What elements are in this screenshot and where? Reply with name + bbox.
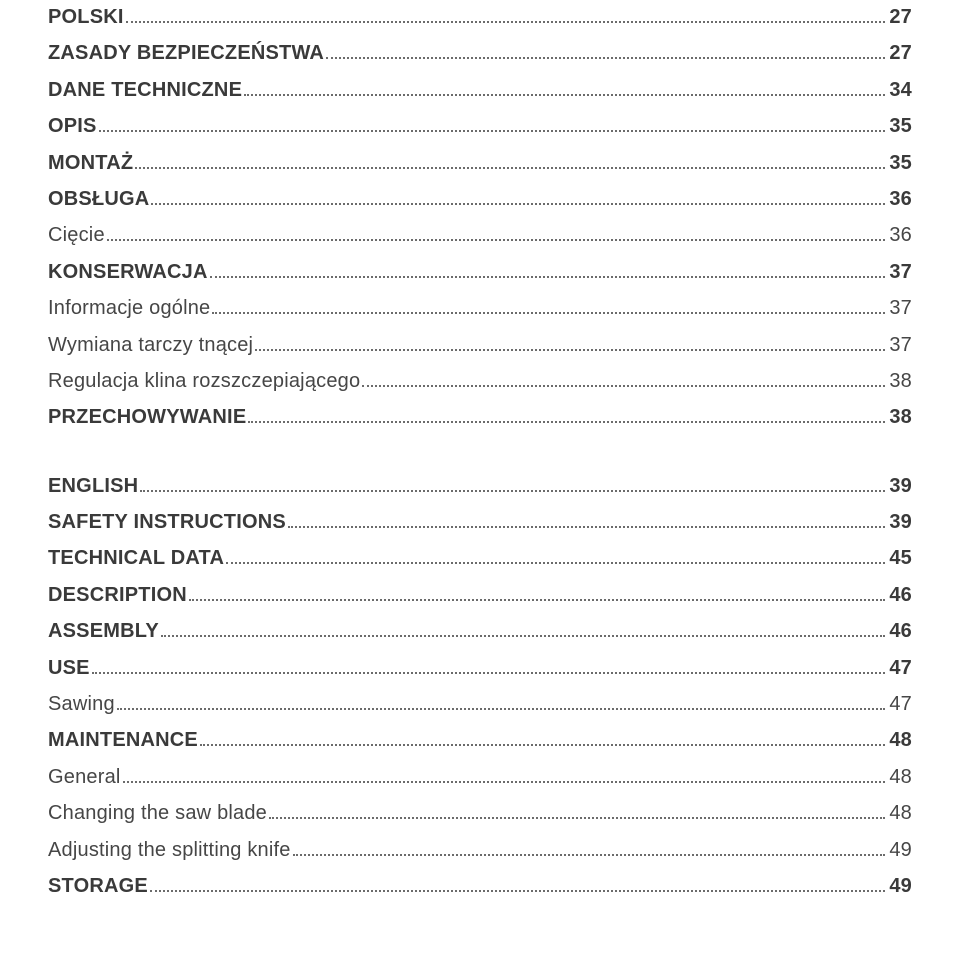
toc-leader	[150, 890, 885, 892]
toc-page: 47	[889, 655, 912, 682]
toc-section-row: DESCRIPTION 46	[48, 582, 912, 609]
toc-label: Regulacja klina rozszczepiającego	[48, 368, 360, 395]
toc-leader	[212, 312, 885, 314]
table-of-contents: POLSKI 27 ZASADY BEZPIECZEŃSTWA 27 DANE TECH…	[48, 4, 912, 909]
toc-subsection-row: Wymiana tarczy tnącej 37	[48, 332, 912, 359]
toc-page: 36	[889, 186, 912, 213]
toc-label: OPIS	[48, 113, 97, 140]
toc-leader	[255, 349, 885, 351]
toc-page: 39	[889, 509, 912, 536]
toc-page: 34	[889, 77, 912, 104]
toc-label: Wymiana tarczy tnącej	[48, 332, 253, 359]
group-gap	[48, 441, 912, 473]
toc-subsection-row: Informacje ogólne 37	[48, 295, 912, 322]
toc-page: 37	[889, 259, 912, 286]
toc-page: 35	[889, 113, 912, 140]
toc-leader	[161, 635, 885, 637]
toc-label: Changing the saw blade	[48, 800, 267, 827]
toc-page: 35	[889, 150, 912, 177]
toc-section-row: POLSKI 27	[48, 4, 912, 31]
toc-label: DESCRIPTION	[48, 582, 187, 609]
toc-label: Cięcie	[48, 222, 105, 249]
toc-section-row: OBSŁUGA 36	[48, 186, 912, 213]
toc-label: ASSEMBLY	[48, 618, 159, 645]
toc-label: KONSERWACJA	[48, 259, 208, 286]
toc-label: Informacje ogólne	[48, 295, 210, 322]
toc-section-row: MONTAŻ 35	[48, 150, 912, 177]
toc-section-row: OPIS 35	[48, 113, 912, 140]
toc-subsection-row: Adjusting the splitting knife 49	[48, 837, 912, 864]
toc-label: SAFETY INSTRUCTIONS	[48, 509, 286, 536]
toc-leader	[107, 239, 886, 241]
toc-page: 46	[889, 618, 912, 645]
toc-section-row: MAINTENANCE 48	[48, 727, 912, 754]
toc-label: MAINTENANCE	[48, 727, 198, 754]
toc-page: 38	[889, 404, 912, 431]
toc-section-row: PRZECHOWYWANIE 38	[48, 404, 912, 431]
toc-label: MONTAŻ	[48, 150, 133, 177]
toc-page: 49	[889, 837, 912, 864]
toc-label: Sawing	[48, 691, 115, 718]
toc-leader	[99, 130, 886, 132]
toc-subsection-row: Cięcie 36	[48, 222, 912, 249]
toc-leader	[326, 57, 885, 59]
toc-leader	[140, 490, 885, 492]
toc-leader	[288, 526, 885, 528]
toc-page: 27	[889, 40, 912, 67]
toc-section-row: ASSEMBLY 46	[48, 618, 912, 645]
toc-section-row: DANE TECHNICZNE 34	[48, 77, 912, 104]
toc-section-row: KONSERWACJA 37	[48, 259, 912, 286]
toc-page: 37	[889, 295, 912, 322]
toc-section-row: SAFETY INSTRUCTIONS 39	[48, 509, 912, 536]
toc-leader	[269, 817, 885, 819]
toc-page: 27	[889, 4, 912, 31]
toc-subsection-row: Regulacja klina rozszczepiającego 38	[48, 368, 912, 395]
toc-label: ZASADY BEZPIECZEŃSTWA	[48, 40, 324, 67]
toc-leader	[92, 672, 886, 674]
toc-page: 48	[889, 764, 912, 791]
toc-leader	[362, 385, 885, 387]
toc-label: ENGLISH	[48, 473, 138, 500]
toc-section-row: USE 47	[48, 655, 912, 682]
toc-page: 38	[889, 368, 912, 395]
toc-leader	[210, 276, 886, 278]
toc-subsection-row: General 48	[48, 764, 912, 791]
toc-leader	[200, 744, 885, 746]
toc-page: 46	[889, 582, 912, 609]
toc-page: 48	[889, 727, 912, 754]
toc-page: 45	[889, 545, 912, 572]
toc-label: POLSKI	[48, 4, 124, 31]
toc-leader	[189, 599, 885, 601]
toc-label: PRZECHOWYWANIE	[48, 404, 246, 431]
toc-leader	[244, 94, 885, 96]
toc-leader	[151, 203, 885, 205]
toc-page: 36	[889, 222, 912, 249]
toc-leader	[293, 854, 886, 856]
toc-label: TECHNICAL DATA	[48, 545, 224, 572]
toc-label: OBSŁUGA	[48, 186, 149, 213]
toc-label: DANE TECHNICZNE	[48, 77, 242, 104]
toc-page: 37	[889, 332, 912, 359]
toc-page: 48	[889, 800, 912, 827]
toc-page: 39	[889, 473, 912, 500]
toc-section-row: ZASADY BEZPIECZEŃSTWA 27	[48, 40, 912, 67]
toc-leader	[135, 167, 885, 169]
toc-label: General	[48, 764, 121, 791]
toc-leader	[126, 21, 886, 23]
toc-subsection-row: Changing the saw blade 48	[48, 800, 912, 827]
toc-leader	[117, 708, 886, 710]
toc-page: 49	[889, 873, 912, 900]
toc-leader	[226, 562, 885, 564]
toc-section-row: STORAGE 49	[48, 873, 912, 900]
toc-label: USE	[48, 655, 90, 682]
toc-leader	[123, 781, 886, 783]
toc-subsection-row: Sawing 47	[48, 691, 912, 718]
toc-leader	[248, 421, 885, 423]
toc-label: Adjusting the splitting knife	[48, 837, 291, 864]
toc-section-row: TECHNICAL DATA 45	[48, 545, 912, 572]
toc-section-row: ENGLISH 39	[48, 473, 912, 500]
toc-label: STORAGE	[48, 873, 148, 900]
toc-page: 47	[889, 691, 912, 718]
